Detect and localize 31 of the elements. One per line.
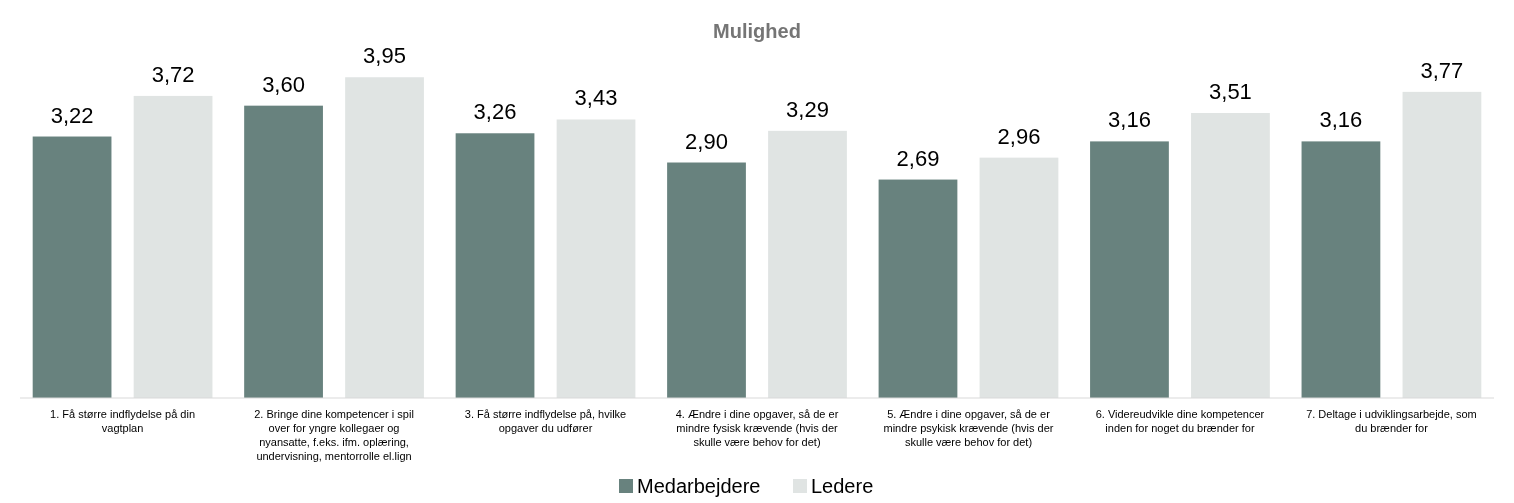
data-label: 3,16 [1319, 107, 1363, 133]
data-label: 3,16 [1108, 107, 1151, 133]
data-label: 3,95 [363, 43, 406, 69]
data-label: 3,72 [151, 61, 195, 87]
legend-label: Medarbejdere [637, 475, 761, 497]
bar [1090, 141, 1169, 398]
data-label: 3,51 [1209, 78, 1252, 104]
bar [244, 105, 323, 398]
x-tick-label: 3. Få større indflydelse på, hvilke opgaver du udfører [464, 408, 627, 434]
data-label: 3,26 [473, 99, 517, 125]
legend-label: Ledere [811, 475, 874, 497]
bar [667, 162, 746, 398]
data-label: 2,69 [896, 145, 940, 171]
x-tick-label: 5. Ændre i dine opgaver, så de er mindre psykisk krævende (hvis der skulle være behov for det) [883, 408, 1054, 448]
data-label: 3,60 [262, 71, 305, 97]
data-label: 3,77 [1420, 57, 1464, 83]
data-label: 2,96 [997, 123, 1041, 149]
x-tick-label: 2. Bringe dine kompetencer i spil over for yngre kollegaer og nyansatte, f.eks. ifm. oplæring, undervisning, mentorrolle el.lign [254, 408, 414, 462]
x-tick-label: 1. Få større indflydelse på din vagtplan [50, 408, 196, 434]
data-label: 3,29 [786, 96, 829, 122]
bar [455, 133, 535, 398]
data-label: 3,43 [574, 85, 618, 111]
x-tick-label: 4. Ændre i dine opgaver, så de er mindre fysisk krævende (hvis der skulle være behov for det) [675, 408, 839, 448]
data-label: 3,22 [50, 102, 94, 128]
x-tick-label: 6. Videreudvikle dine kompetencer inden for noget du brænder for [1095, 408, 1265, 434]
chart-title: Mulighed [713, 20, 801, 42]
x-tick-label: 7. Deltage i udviklingsarbejde, som du brænder for [1306, 408, 1477, 434]
data-label: 2,90 [685, 128, 728, 154]
bar [1301, 141, 1381, 398]
bar [32, 136, 112, 398]
bar [878, 179, 958, 398]
